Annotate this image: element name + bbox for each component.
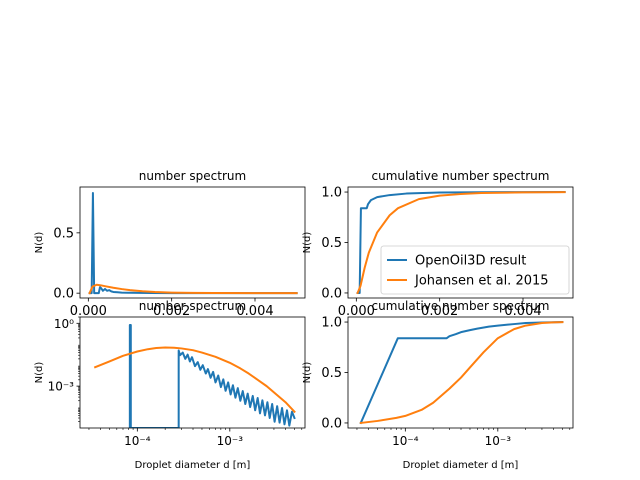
y-tick-label: 10⁰ (54, 317, 74, 331)
y-tick-label: 1.0 (321, 316, 342, 331)
subplot-ax3: 10⁻⁴ 10⁻³ 10⁻³ 10⁰ number spectrum N(d) Drople… (34, 299, 306, 471)
series-line-openoil (88, 192, 298, 295)
legend-frame (380, 245, 570, 295)
series-line-johansen (88, 283, 298, 295)
y-tick-label: 0.0 (321, 286, 342, 301)
series-line-johansen (93, 346, 296, 414)
x-tick-label: 10⁻³ (217, 434, 244, 448)
x-tick-label: 0.002 (153, 304, 190, 319)
x-tick-label: 0.004 (504, 304, 541, 319)
y-tick-label: 0.0 (321, 416, 342, 431)
x-tick-label: 0.004 (236, 304, 273, 319)
x-tick-label: 10⁻⁴ (392, 434, 419, 448)
x-axis-label: Droplet diameter d [m] (403, 460, 519, 471)
axes-frame (347, 316, 574, 429)
series-line-johansen (359, 321, 564, 425)
y-axis-label: N(d) (34, 232, 45, 254)
y-axis-label: N(d) (302, 232, 313, 254)
legend: OpenOil3D result Johansen et al. 2015 (380, 245, 570, 295)
legend-label-openoil: OpenOil3D result (415, 254, 526, 269)
y-axis-label: N(d) (302, 362, 313, 384)
y-tick-label: 0.0 (53, 287, 74, 302)
series-line-openoil (128, 324, 296, 428)
subplot-title: cumulative number spectrum (372, 299, 550, 313)
x-tick-label: 0.000 (70, 304, 107, 319)
subplot-ax1: 0.000 0.002 0.004 0.0 0.5 number spectrum N(d) (34, 169, 306, 319)
subplot-ax4: 10⁻⁴ 10⁻³ 0.0 0.5 1.0 cumulative number spect… (302, 299, 574, 471)
y-axis-label: N(d) (34, 362, 45, 384)
subplot-ax2: 0.000 0.002 0.004 0.0 0.5 1.0 cumulative numbe… (302, 169, 574, 319)
axes-frame (79, 316, 306, 429)
subplot-title: cumulative number spectrum (372, 169, 550, 183)
x-tick-label: 0.002 (421, 304, 458, 319)
y-tick-label: 10⁻³ (48, 380, 75, 394)
x-tick-label: 10⁻⁴ (124, 434, 151, 448)
subplot-title: number spectrum (139, 169, 246, 183)
legend-label-johansen: Johansen et al. 2015 (414, 274, 549, 289)
y-tick-label: 0.5 (53, 226, 74, 241)
x-axis-label: Droplet diameter d [m] (135, 460, 251, 471)
axes-frame (79, 186, 306, 299)
subplot-title: number spectrum (139, 299, 246, 313)
series-line-johansen (356, 191, 566, 295)
y-tick-label: 0.5 (321, 366, 342, 381)
x-tick-label: 0.000 (338, 304, 375, 319)
x-tick-label: 10⁻³ (485, 434, 512, 448)
series-line-openoil (359, 321, 564, 425)
y-tick-label: 0.5 (321, 236, 342, 251)
y-tick-label: 1.0 (321, 186, 342, 201)
